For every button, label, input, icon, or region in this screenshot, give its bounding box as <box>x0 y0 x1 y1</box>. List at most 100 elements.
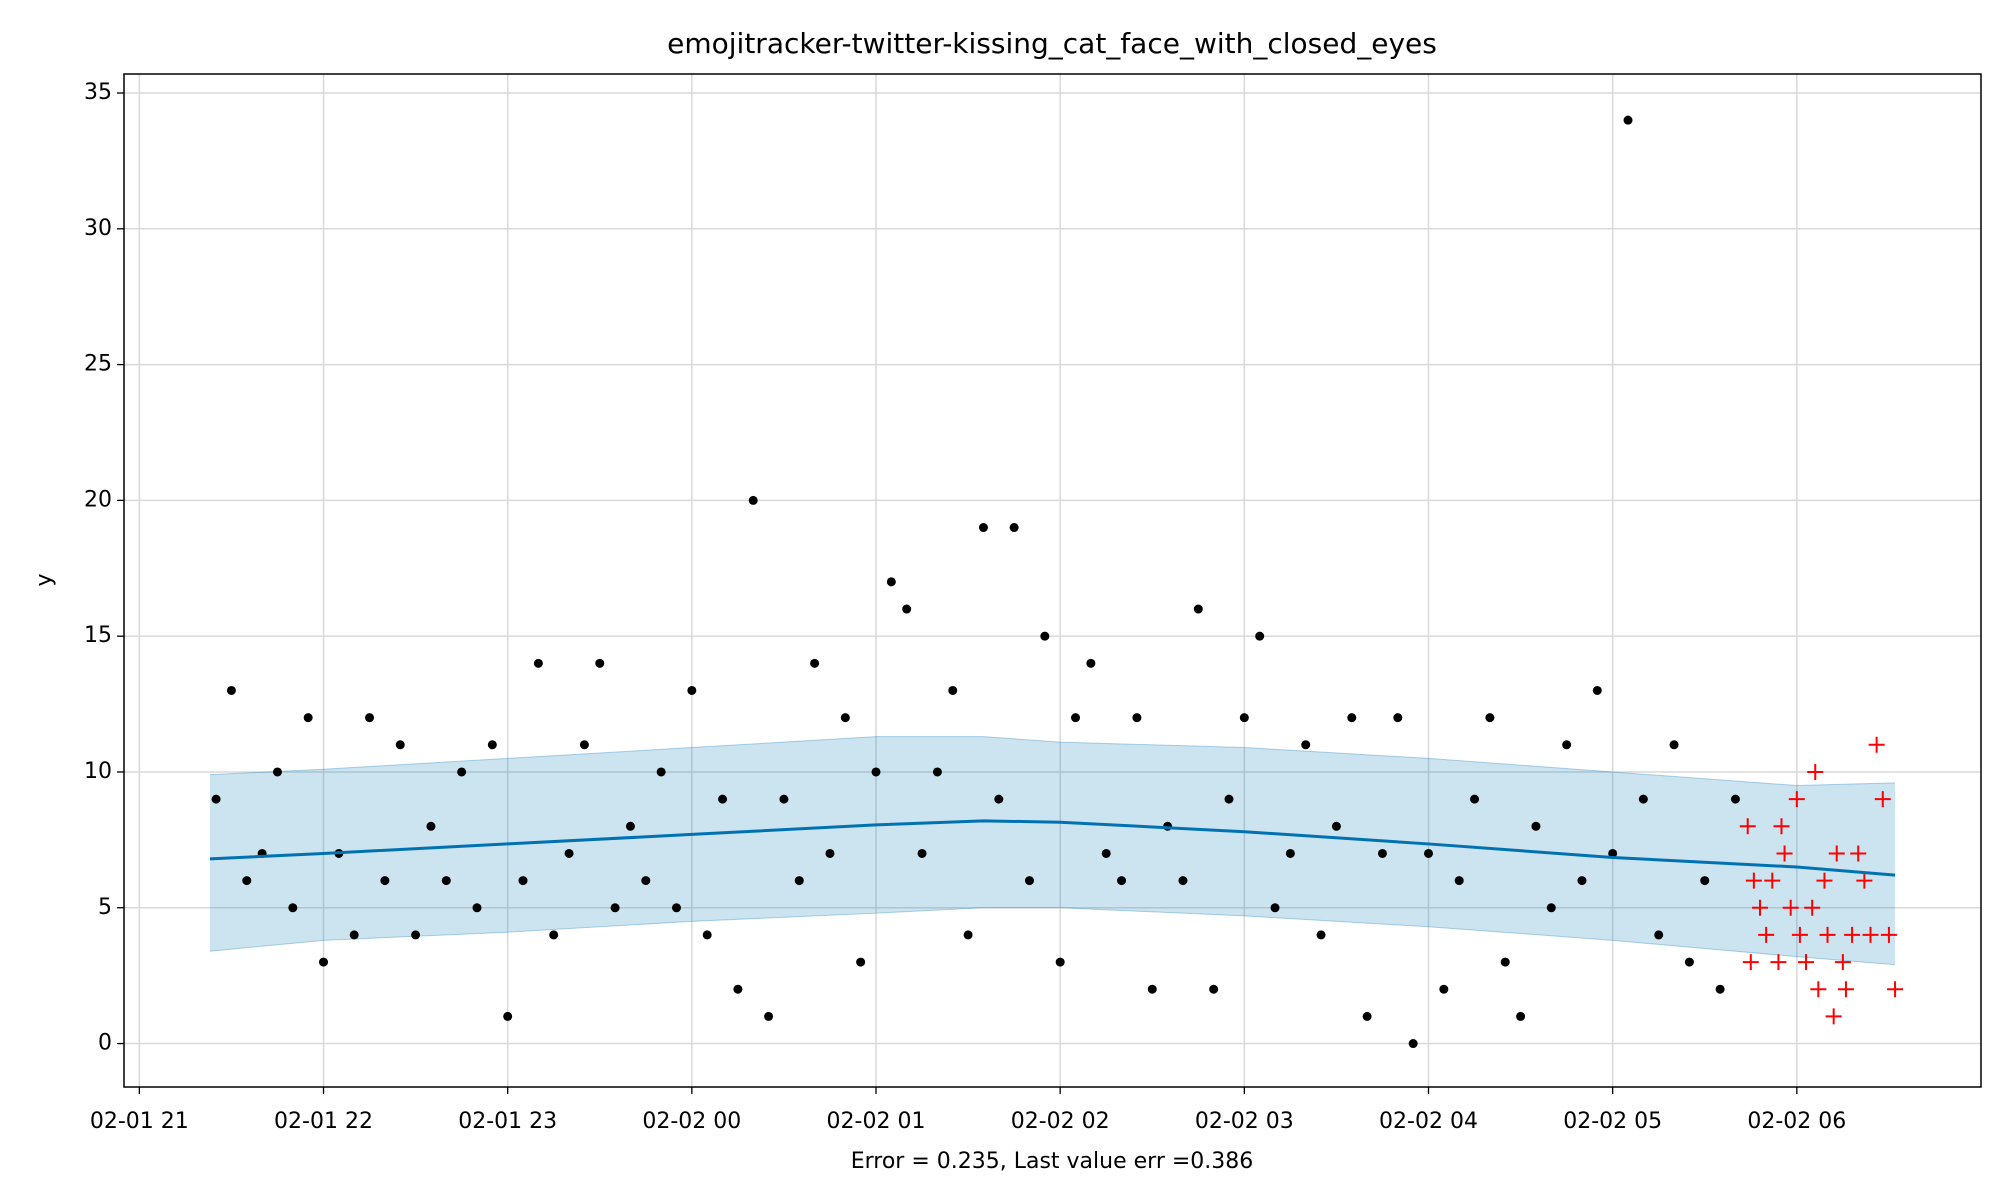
forecast-point <box>1764 872 1781 889</box>
data-point <box>1132 713 1142 723</box>
forecast-point <box>1837 981 1854 998</box>
data-point <box>656 767 666 777</box>
y-tick-label: 20 <box>84 487 112 512</box>
data-point <box>1454 876 1464 886</box>
data-point <box>978 523 988 533</box>
data-point <box>1654 930 1664 940</box>
forecast-point <box>1758 926 1775 943</box>
data-point <box>840 713 850 723</box>
data-point <box>1285 848 1295 858</box>
forecast-point <box>1880 926 1897 943</box>
data-point <box>810 658 820 668</box>
data-point <box>794 876 804 886</box>
forecast-point <box>1834 954 1851 971</box>
axes-frame <box>123 73 1982 1088</box>
y-tick-label: 25 <box>84 352 112 377</box>
data-point <box>533 658 543 668</box>
data-point <box>748 495 758 505</box>
data-point <box>902 604 912 614</box>
forecast-point <box>1874 791 1891 808</box>
uncertainty-band <box>209 736 1896 965</box>
forecast-point <box>1745 872 1762 889</box>
data-point <box>994 794 1004 804</box>
data-point <box>1439 984 1449 994</box>
data-point <box>1608 848 1618 858</box>
data-point <box>1071 713 1081 723</box>
forecast-point <box>1807 763 1824 780</box>
x-axis-label: Error = 0.235, Last value err =0.386 <box>851 1149 1254 1174</box>
data-point <box>288 903 298 913</box>
data-point <box>1224 794 1234 804</box>
data-point <box>1393 713 1403 723</box>
data-point <box>303 713 313 723</box>
forecast-point <box>1804 899 1821 916</box>
data-point <box>395 740 405 750</box>
y-tick-label: 35 <box>84 80 112 105</box>
data-point <box>411 930 421 940</box>
data-point <box>733 984 743 994</box>
data-point <box>1485 713 1495 723</box>
forecast-point <box>1825 1008 1842 1025</box>
data-point <box>610 903 620 913</box>
data-point <box>702 930 712 940</box>
data-point <box>687 685 697 695</box>
forecast-point <box>1816 872 1833 889</box>
data-point <box>457 767 467 777</box>
forecast-point <box>1742 954 1759 971</box>
forecast-point <box>1773 818 1790 835</box>
data-point <box>1024 876 1034 886</box>
data-point <box>1592 685 1602 695</box>
x-tick-label: 02-02 05 <box>1563 1109 1662 1134</box>
data-point <box>549 930 559 940</box>
data-point <box>1669 740 1679 750</box>
data-point <box>1700 876 1710 886</box>
data-point <box>948 685 958 695</box>
forecast-point <box>1856 872 1873 889</box>
data-point <box>1577 876 1587 886</box>
data-point <box>932 767 942 777</box>
data-point <box>1331 821 1341 831</box>
data-point <box>1193 604 1203 614</box>
data-point <box>441 876 451 886</box>
data-point <box>1040 631 1050 641</box>
forecast-point <box>1798 954 1815 971</box>
data-point <box>1347 713 1357 723</box>
data-point <box>564 848 574 858</box>
data-point <box>365 713 375 723</box>
data-point <box>1730 794 1740 804</box>
data-point <box>625 821 635 831</box>
data-point <box>1147 984 1157 994</box>
data-point <box>1270 903 1280 913</box>
data-point <box>1500 957 1510 967</box>
forecast-point <box>1791 926 1808 943</box>
y-tick-label: 10 <box>84 759 112 784</box>
forecast-point <box>1770 954 1787 971</box>
forecast-point <box>1850 845 1867 862</box>
data-point <box>1255 631 1265 641</box>
data-point <box>380 876 390 886</box>
data-point <box>641 876 651 886</box>
plot-area <box>209 115 1904 1049</box>
data-point <box>518 876 528 886</box>
data-point <box>1239 713 1249 723</box>
x-tick-label: 02-01 21 <box>90 1109 189 1134</box>
y-tick-label: 5 <box>98 895 112 920</box>
data-point <box>472 903 482 913</box>
data-point <box>487 740 497 750</box>
x-tick-label: 02-01 23 <box>458 1109 557 1134</box>
data-point <box>503 1011 513 1021</box>
data-point <box>426 821 436 831</box>
forecast-point <box>1788 791 1805 808</box>
data-point <box>963 930 973 940</box>
data-point <box>1684 957 1694 967</box>
data-point <box>1531 821 1541 831</box>
data-point <box>1715 984 1725 994</box>
y-tick-label: 0 <box>98 1031 112 1056</box>
data-point <box>871 767 881 777</box>
data-point <box>1316 930 1326 940</box>
band-lower <box>209 907 1896 966</box>
data-point <box>226 685 236 695</box>
data-point <box>1101 848 1111 858</box>
forecast-point <box>1844 926 1861 943</box>
